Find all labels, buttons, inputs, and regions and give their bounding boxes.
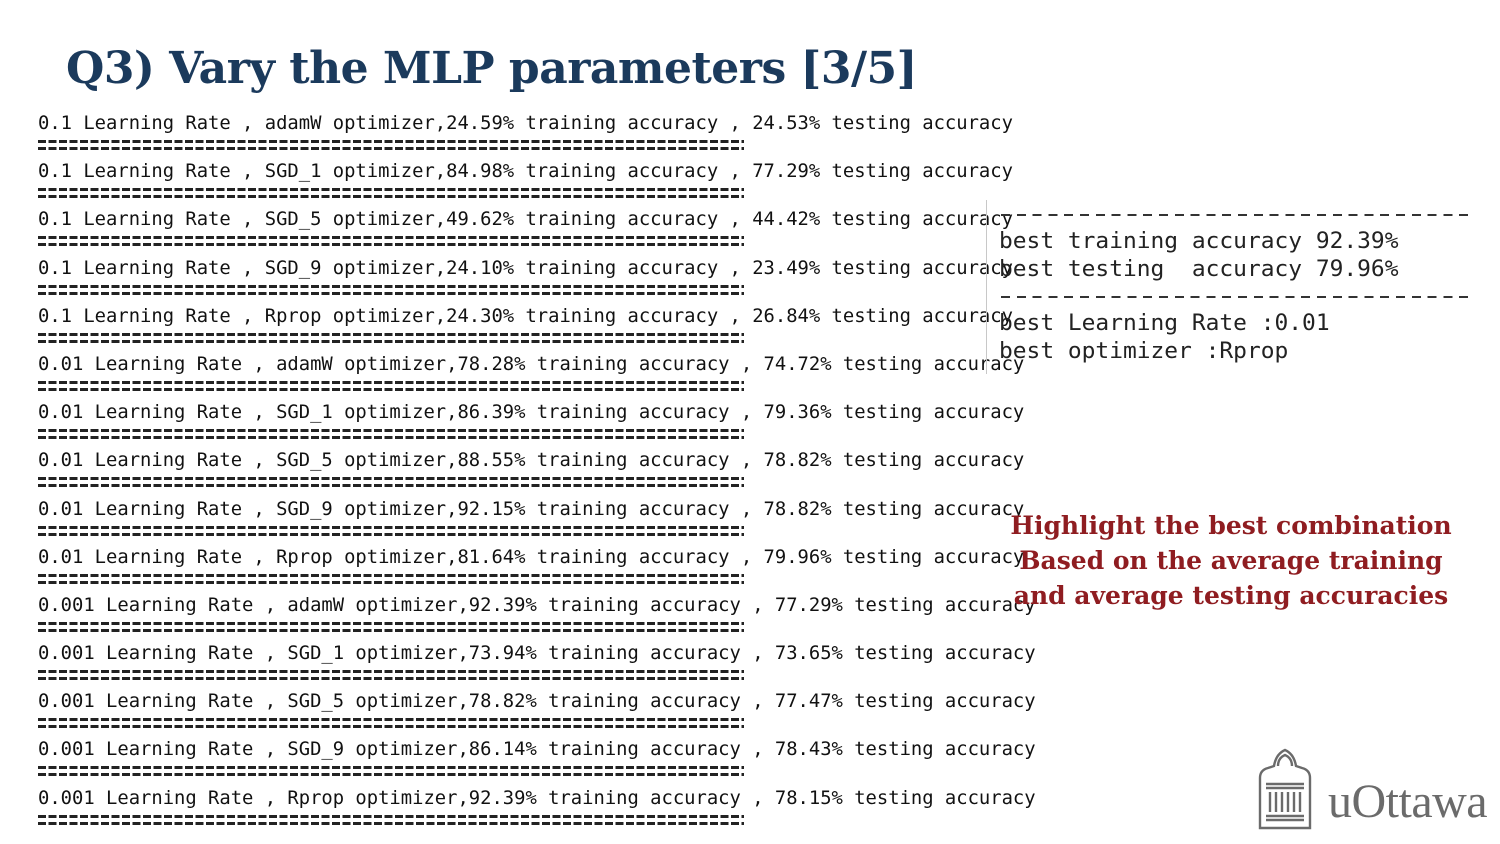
log-entry: 0.01 Learning Rate , SGD_1 optimizer,86.…: [38, 401, 1024, 449]
separator-rule: [38, 477, 744, 488]
separator-rule: [38, 380, 744, 391]
log-entry: 0.001 Learning Rate , SGD_9 optimizer,86…: [38, 738, 1036, 786]
uottawa-logo: uOttawa: [1256, 748, 1496, 832]
separator-rule: [38, 140, 744, 150]
logo-wordmark: uOttawa: [1328, 775, 1488, 828]
best-results-panel: best training accuracy 92.39% best testi…: [986, 200, 1487, 374]
log-line: 0.1 Learning Rate , Rprop optimizer,24.3…: [38, 305, 1013, 327]
note-line: and average testing accuracies: [1013, 581, 1449, 610]
separator-rule: [38, 718, 744, 729]
dashed-divider: [1001, 214, 1475, 216]
separator-rule: [38, 236, 744, 247]
log-line: 0.01 Learning Rate , SGD_5 optimizer,88.…: [38, 450, 1025, 472]
log-line: 0.01 Learning Rate , Rprop optimizer,81.…: [38, 546, 1025, 568]
log-entry: 0.1 Learning Rate , adamW optimizer,24.5…: [38, 112, 1013, 160]
log-line: 0.1 Learning Rate , SGD_5 optimizer,49.6…: [38, 209, 1013, 231]
separator-rule: [38, 573, 744, 584]
best-learning-rate-line: best Learning Rate :0.01: [999, 311, 1330, 336]
note-line: Highlight the best combination: [1010, 511, 1452, 540]
separator-rule: [38, 670, 744, 681]
log-entry: 0.01 Learning Rate , Rprop optimizer,81.…: [38, 546, 1024, 594]
separator-rule: [38, 332, 744, 343]
log-line: 0.1 Learning Rate , SGD_9 optimizer,24.1…: [38, 257, 1013, 279]
slide-title: Q3) Vary the MLP parameters [3/5]: [66, 43, 917, 94]
log-entry: 0.001 Learning Rate , SGD_1 optimizer,73…: [38, 642, 1036, 690]
separator-rule: [38, 814, 744, 825]
best-training-line: best training accuracy 92.39%: [999, 229, 1399, 254]
console-output: 0.1 Learning Rate , adamW optimizer,24.5…: [38, 112, 1036, 835]
separator-rule: [38, 188, 744, 199]
log-line: 0.001 Learning Rate , SGD_9 optimizer,86…: [38, 739, 1036, 761]
log-entry: 0.001 Learning Rate , adamW optimizer,92…: [38, 594, 1036, 642]
separator-rule: [38, 766, 744, 777]
log-line: 0.001 Learning Rate , SGD_5 optimizer,78…: [38, 691, 1036, 713]
log-line: 0.001 Learning Rate , SGD_1 optimizer,73…: [38, 643, 1036, 665]
log-entry: 0.1 Learning Rate , SGD_1 optimizer,84.9…: [38, 160, 1013, 208]
separator-rule: [38, 429, 744, 440]
highlight-note: Highlight the best combination Based on …: [988, 508, 1474, 613]
log-line: 0.1 Learning Rate , adamW optimizer,24.5…: [38, 113, 1013, 134]
separator-rule: [38, 284, 744, 295]
log-entry: 0.1 Learning Rate , Rprop optimizer,24.3…: [38, 305, 1013, 353]
best-optimizer-line: best optimizer :Rprop: [999, 339, 1289, 364]
log-entry: 0.1 Learning Rate , SGD_5 optimizer,49.6…: [38, 208, 1013, 256]
dashed-divider: [1001, 296, 1475, 298]
log-line: 0.001 Learning Rate , Rprop optimizer,92…: [38, 787, 1036, 809]
note-line: Based on the average training: [1019, 546, 1443, 575]
log-entry: 0.001 Learning Rate , Rprop optimizer,92…: [38, 787, 1036, 835]
log-entry: 0.01 Learning Rate , SGD_5 optimizer,88.…: [38, 449, 1024, 497]
log-entry: 0.01 Learning Rate , SGD_9 optimizer,92.…: [38, 498, 1024, 546]
separator-rule: [38, 621, 744, 632]
log-entry: 0.01 Learning Rate , adamW optimizer,78.…: [38, 353, 1024, 401]
log-entry: 0.1 Learning Rate , SGD_9 optimizer,24.1…: [38, 257, 1013, 305]
best-testing-line: best testing accuracy 79.96%: [999, 257, 1399, 282]
log-entry: 0.001 Learning Rate , SGD_5 optimizer,78…: [38, 690, 1036, 738]
log-line: 0.001 Learning Rate , adamW optimizer,92…: [38, 594, 1036, 616]
separator-rule: [38, 525, 744, 536]
log-line: 0.01 Learning Rate , SGD_9 optimizer,92.…: [38, 498, 1025, 520]
log-line: 0.01 Learning Rate , SGD_1 optimizer,86.…: [38, 402, 1025, 424]
log-line: 0.1 Learning Rate , SGD_1 optimizer,84.9…: [38, 161, 1013, 183]
university-building-icon: [1258, 748, 1312, 830]
log-line: 0.01 Learning Rate , adamW optimizer,78.…: [38, 353, 1025, 375]
